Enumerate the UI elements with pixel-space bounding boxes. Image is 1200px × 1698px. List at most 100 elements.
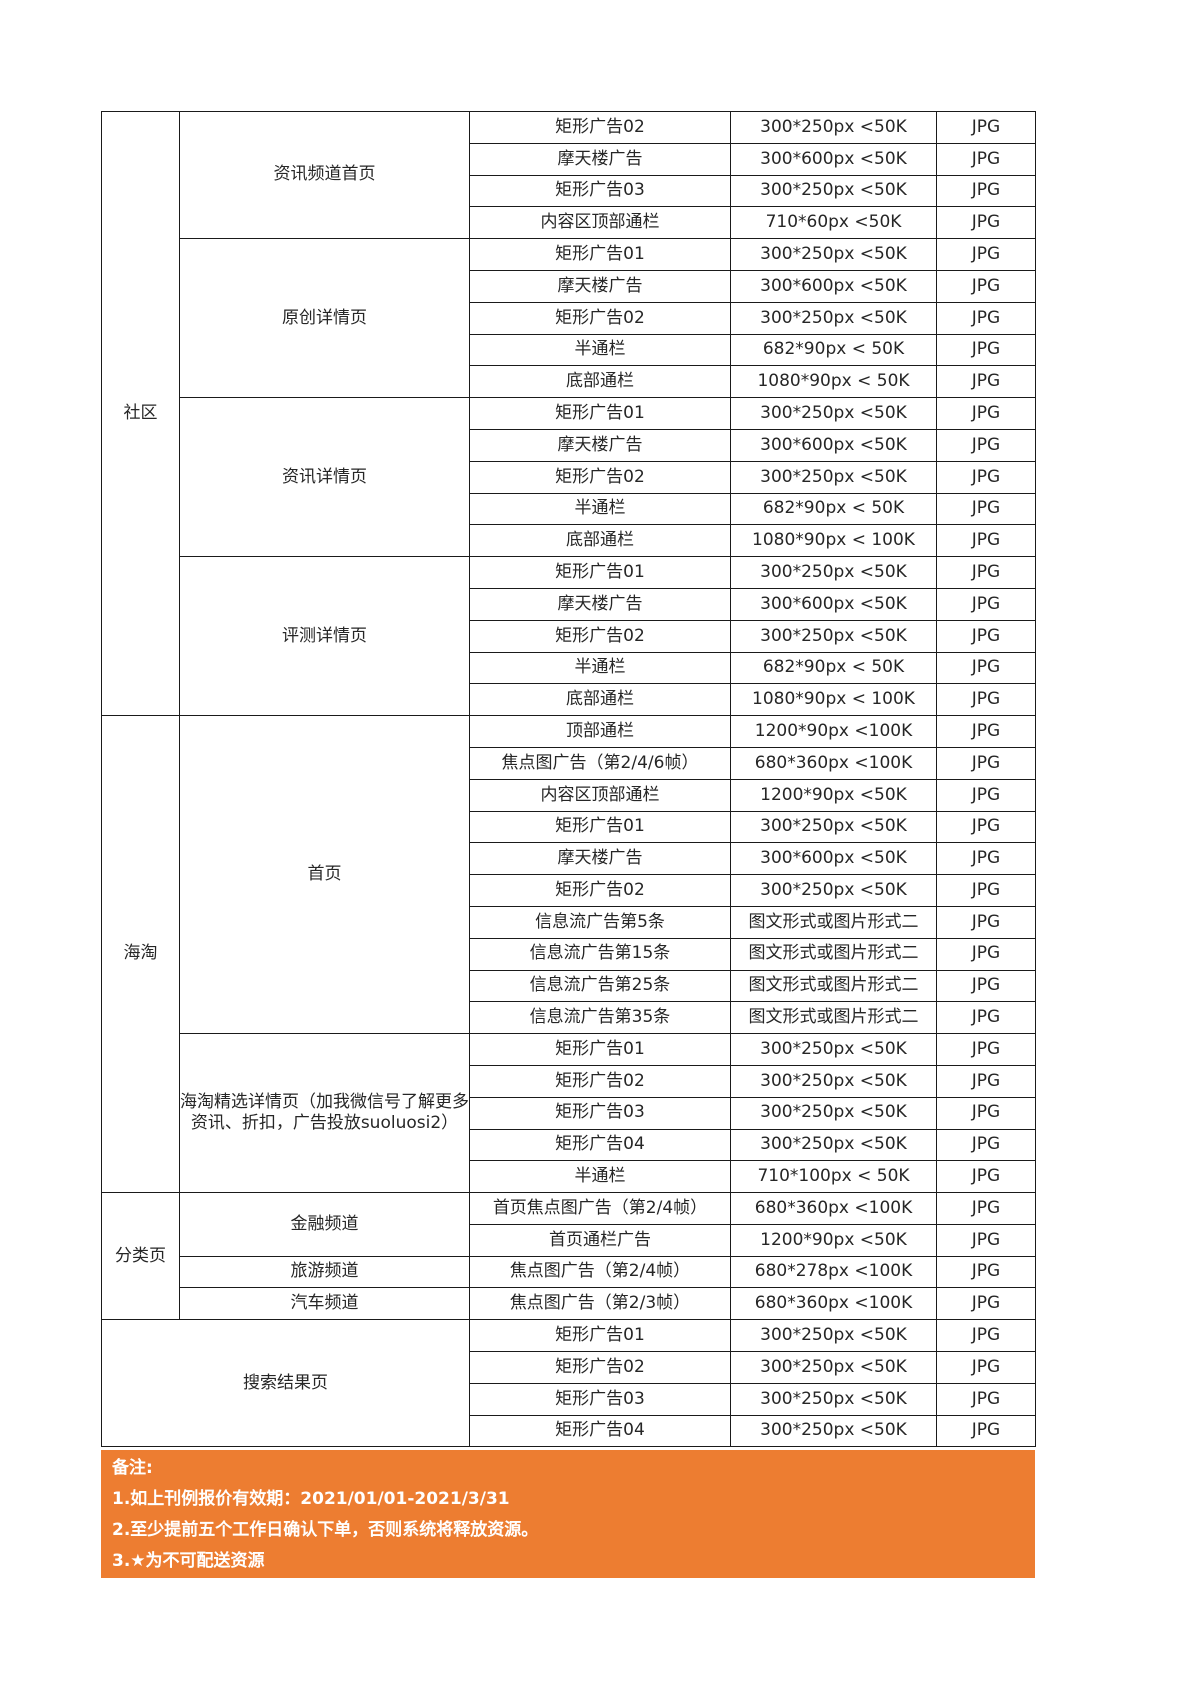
ad-cell: 内容区顶部通栏 xyxy=(469,206,731,240)
table-row: 信息流广告第15条 图文形式或图片形式二 JPG xyxy=(102,937,1036,971)
note-line-2: 2.至少提前五个工作日确认下单，否则系统将释放资源。 xyxy=(112,1520,539,1540)
ad-cell: 矩形广告01 xyxy=(469,1319,731,1353)
ad-cell: 矩形广告04 xyxy=(469,1128,731,1162)
size-cell: 300*250px <50K xyxy=(730,1414,937,1448)
ad-cell: 底部通栏 xyxy=(469,524,731,558)
format-cell: JPG xyxy=(936,874,1036,907)
size-cell: 300*600px <50K xyxy=(730,587,937,621)
format-cell: JPG xyxy=(936,142,1036,176)
ad-cell: 矩形广告03 xyxy=(469,174,731,208)
table-row: 评测详情页 矩形广告01 300*250px <50K JPG xyxy=(102,556,1036,717)
size-cell: 图文形式或图片形式二 xyxy=(730,905,937,939)
ad-cell: 半通栏 xyxy=(469,492,731,526)
ad-cell: 矩形广告02 xyxy=(469,1351,731,1384)
size-cell: 680*360px <100K xyxy=(730,746,937,780)
size-cell: 300*250px <50K xyxy=(730,301,937,335)
format-cell: JPG xyxy=(936,778,1036,812)
size-cell: 300*250px <50K xyxy=(730,1064,937,1098)
category-cell: 分类页 xyxy=(101,1192,180,1321)
table-row: 摩天楼广告 300*600px <50K JPG xyxy=(102,142,1036,176)
size-cell: 680*278px <100K xyxy=(730,1255,937,1289)
format-cell: JPG xyxy=(936,269,1036,303)
page-cell: 汽车频道 xyxy=(179,1287,470,1321)
table-row: 半通栏 682*90px < 50K JPG xyxy=(102,651,1036,685)
size-cell: 1080*90px < 100K xyxy=(730,524,937,558)
table-row: 半通栏 682*90px < 50K JPG xyxy=(102,333,1036,367)
format-cell: JPG xyxy=(936,1033,1036,1066)
note-line-3: 3.★为不可配送资源 xyxy=(112,1551,265,1571)
rate-table-body: 社区 资讯频道首页 矩形广告02 300*250px <50K JPG 摩天楼广告 300*… xyxy=(101,110,1036,1448)
table-row: 海淘精选详情页（加我微信号了解更多资讯、折扣，广告投放suoluosi2） 矩形广… xyxy=(102,1033,1036,1194)
format-cell: JPG xyxy=(936,333,1036,367)
category-cell: 社区 xyxy=(101,110,180,717)
size-cell: 300*250px <50K xyxy=(730,556,937,589)
format-cell: JPG xyxy=(936,1096,1036,1130)
page-cell: 资讯详情页 xyxy=(179,397,470,558)
ad-cell: 焦点图广告（第2/3帧） xyxy=(469,1287,731,1321)
table-row: 半通栏 710*100px < 50K JPG xyxy=(102,1160,1036,1194)
ad-cell: 半通栏 xyxy=(469,333,731,367)
table-row: 分类页 金融频道 首页焦点图广告（第2/4帧） 680*360px <100K JPG xyxy=(101,1192,1036,1321)
format-cell: JPG xyxy=(936,683,1036,717)
page-cell: 首页 xyxy=(179,715,470,1035)
page-cell: 金融频道 xyxy=(179,1192,470,1257)
ad-cell: 矩形广告01 xyxy=(469,397,731,430)
format-cell: JPG xyxy=(936,1287,1036,1321)
ad-cell: 矩形广告01 xyxy=(469,556,731,589)
table-row: 矩形广告03 300*250px <50K JPG xyxy=(102,1096,1036,1130)
format-cell: JPG xyxy=(936,619,1036,653)
ad-cell: 矩形广告03 xyxy=(469,1096,731,1130)
table-row: 海淘 首页 顶部通栏 1200*90px <100K JPG xyxy=(101,715,1036,1194)
size-cell: 1080*90px < 100K xyxy=(730,683,937,717)
table-row: 底部通栏 1080*90px < 100K JPG xyxy=(102,524,1036,558)
size-cell: 300*600px <50K xyxy=(730,269,937,303)
format-cell: JPG xyxy=(936,1351,1036,1384)
format-cell: JPG xyxy=(936,746,1036,780)
format-cell: JPG xyxy=(936,715,1036,748)
format-cell: JPG xyxy=(936,460,1036,494)
format-cell: JPG xyxy=(936,969,1036,1003)
size-cell: 300*250px <50K xyxy=(730,397,937,430)
size-cell: 300*250px <50K xyxy=(730,1128,937,1162)
size-cell: 300*250px <50K xyxy=(730,1096,937,1130)
size-cell: 300*250px <50K xyxy=(730,1033,937,1066)
ad-cell: 顶部通栏 xyxy=(469,715,731,748)
page-cell: 原创详情页 xyxy=(179,238,470,399)
ad-cell: 矩形广告04 xyxy=(469,1414,731,1448)
format-cell: JPG xyxy=(936,238,1036,271)
ad-cell: 矩形广告01 xyxy=(469,1033,731,1066)
page-cell: 旅游频道 xyxy=(179,1255,470,1289)
format-cell: JPG xyxy=(936,1192,1036,1225)
format-cell: JPG xyxy=(936,397,1036,430)
category-cell: 海淘 xyxy=(101,715,180,1194)
ad-cell: 信息流广告第5条 xyxy=(469,905,731,939)
size-cell: 300*250px <50K xyxy=(730,460,937,494)
ad-cell: 半通栏 xyxy=(469,651,731,685)
size-cell: 300*250px <50K xyxy=(730,1351,937,1384)
table-row: 原创详情页 矩形广告01 300*250px <50K JPG xyxy=(102,238,1036,399)
format-cell: JPG xyxy=(936,428,1036,462)
format-cell: JPG xyxy=(936,1001,1036,1035)
size-cell: 图文形式或图片形式二 xyxy=(730,937,937,971)
format-cell: JPG xyxy=(936,111,1036,144)
size-cell: 682*90px < 50K xyxy=(730,651,937,685)
size-cell: 图文形式或图片形式二 xyxy=(730,969,937,1003)
table-row: 摩天楼广告 300*600px <50K JPG xyxy=(102,428,1036,462)
table-row: 内容区顶部通栏 710*60px <50K JPG xyxy=(102,206,1036,240)
notes-footer: 备注: 1.如上刊例报价有效期：2021/01/01-2021/3/31 2.至… xyxy=(101,1450,1035,1578)
format-cell: JPG xyxy=(936,1160,1036,1194)
size-cell: 682*90px < 50K xyxy=(730,492,937,526)
format-cell: JPG xyxy=(936,492,1036,526)
page-cell: 海淘精选详情页（加我微信号了解更多资讯、折扣，广告投放suoluosi2） xyxy=(179,1033,470,1194)
table-row: 资讯详情页 矩形广告01 300*250px <50K JPG xyxy=(102,397,1036,558)
size-cell: 300*600px <50K xyxy=(730,142,937,176)
format-cell: JPG xyxy=(936,365,1036,399)
format-cell: JPG xyxy=(936,1319,1036,1353)
table-row: 汽车频道 焦点图广告（第2/3帧） 680*360px <100K JPG xyxy=(102,1287,1036,1321)
size-cell: 680*360px <100K xyxy=(730,1287,937,1321)
format-cell: JPG xyxy=(936,1382,1036,1416)
ad-cell: 半通栏 xyxy=(469,1160,731,1194)
ad-cell: 摩天楼广告 xyxy=(469,587,731,621)
ad-cell: 底部通栏 xyxy=(469,683,731,717)
size-cell: 300*250px <50K xyxy=(730,174,937,208)
